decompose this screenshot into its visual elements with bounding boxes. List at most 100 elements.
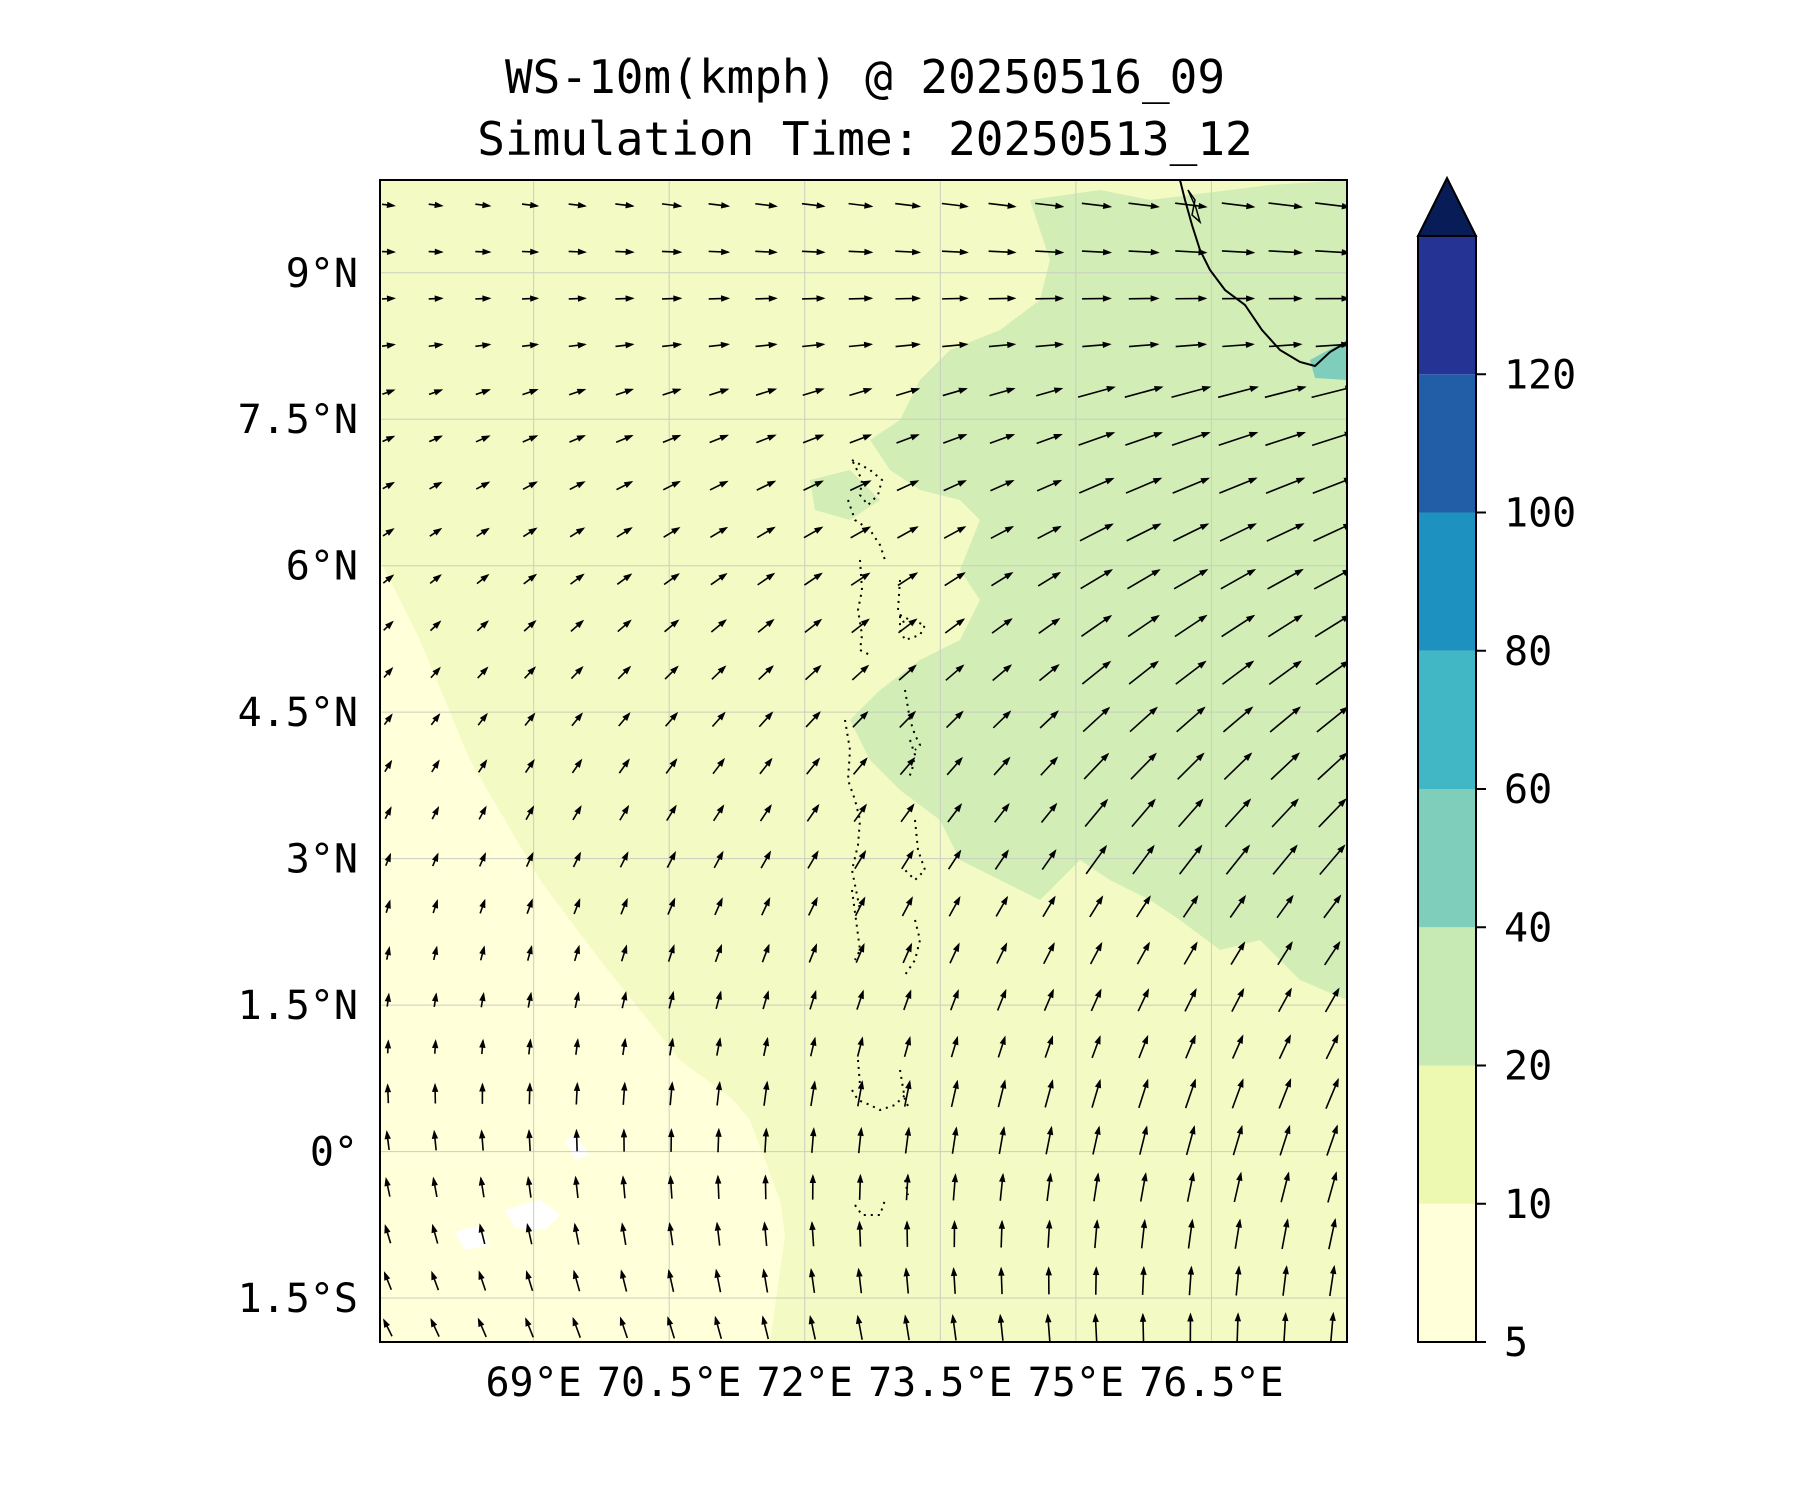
wind-arrow bbox=[994, 849, 1009, 870]
wind-arrow bbox=[621, 991, 628, 1009]
wind-arrow bbox=[573, 898, 581, 915]
wind-arrow bbox=[1231, 1034, 1244, 1059]
wind-arrow bbox=[949, 942, 960, 964]
wind-arrow bbox=[573, 1081, 581, 1105]
wind-arrow bbox=[994, 802, 1010, 823]
wind-arrow bbox=[664, 711, 679, 727]
wind-arrow bbox=[1225, 844, 1251, 875]
wind-arrow bbox=[855, 1314, 863, 1340]
wind-arrow bbox=[526, 991, 533, 1008]
wind-arrow bbox=[573, 991, 581, 1009]
wind-arrow bbox=[618, 712, 631, 727]
wind-arrow bbox=[852, 757, 868, 775]
wind-arrow bbox=[1082, 341, 1112, 349]
wind-arrow bbox=[1187, 1218, 1195, 1249]
wind-arrow bbox=[900, 803, 915, 823]
wind-arrow bbox=[1081, 202, 1113, 210]
wind-arrow bbox=[475, 295, 492, 302]
colorbar-tick-label: 80 bbox=[1504, 629, 1552, 675]
wind-arrow bbox=[988, 341, 1017, 349]
wind-arrow bbox=[479, 992, 486, 1008]
wind-arrow bbox=[857, 1080, 865, 1107]
wind-arrow bbox=[897, 526, 919, 539]
wind-arrow bbox=[809, 1174, 817, 1200]
wind-arrow bbox=[1044, 1035, 1054, 1058]
wind-arrow bbox=[806, 803, 820, 822]
wind-arrow bbox=[1036, 479, 1063, 492]
wind-arrow bbox=[1175, 249, 1208, 256]
wind-arrow bbox=[853, 803, 867, 823]
wind-arrow bbox=[898, 664, 917, 681]
wind-arrow bbox=[990, 479, 1015, 492]
lon-tick-label: 73.5°E bbox=[868, 1360, 1013, 1406]
wind-arrow bbox=[525, 1317, 534, 1338]
wind-arrow bbox=[1171, 385, 1212, 399]
wind-arrow bbox=[1267, 614, 1303, 638]
wind-arrow bbox=[431, 899, 439, 914]
wind-arrow bbox=[1078, 432, 1116, 446]
wind-arrow bbox=[1177, 752, 1205, 780]
wind-arrow bbox=[383, 1271, 393, 1291]
wind-arrow bbox=[667, 1268, 675, 1293]
wind-arrow bbox=[477, 666, 489, 679]
wind-arrow bbox=[988, 248, 1017, 256]
wind-arrow bbox=[479, 1082, 486, 1104]
wind-arrow bbox=[756, 526, 776, 539]
wind-arrow bbox=[384, 852, 392, 867]
wind-arrow bbox=[428, 435, 443, 443]
wind-arrow bbox=[1221, 202, 1256, 210]
wind-arrow bbox=[951, 1220, 958, 1248]
wind-arrow bbox=[381, 295, 396, 302]
wind-arrow bbox=[1223, 752, 1253, 780]
wind-arrow bbox=[1081, 248, 1113, 256]
wind-arrow bbox=[1175, 660, 1207, 685]
wind-arrow bbox=[1093, 1219, 1100, 1249]
wind-arrow bbox=[1140, 1218, 1148, 1249]
wind-arrow bbox=[572, 851, 581, 868]
wind-arrow bbox=[478, 852, 486, 867]
wind-arrow bbox=[1138, 1034, 1149, 1059]
wind-arrow bbox=[522, 389, 539, 396]
wind-arrow bbox=[948, 896, 961, 917]
wind-arrow bbox=[521, 201, 540, 209]
wind-arrow bbox=[525, 805, 535, 821]
wind-arrow bbox=[708, 202, 731, 209]
wind-arrow bbox=[618, 758, 630, 774]
colorbar-segment bbox=[1418, 1065, 1476, 1204]
wind-arrow bbox=[1139, 1172, 1148, 1202]
wind-arrow bbox=[428, 248, 444, 255]
wind-arrow bbox=[429, 481, 443, 490]
wind-arrow bbox=[807, 850, 819, 869]
wind-arrow bbox=[475, 435, 491, 443]
wind-arrow bbox=[1182, 895, 1199, 918]
wind-arrow bbox=[1325, 1077, 1339, 1109]
wind-arrow bbox=[1172, 477, 1210, 494]
wind-arrow bbox=[382, 435, 396, 443]
wind-arrow bbox=[668, 990, 675, 1009]
wind-arrow bbox=[431, 1176, 438, 1198]
wind-arrow bbox=[1268, 249, 1304, 256]
wind-arrow bbox=[1178, 798, 1204, 828]
wind-arrow bbox=[1315, 341, 1347, 348]
wind-arrow bbox=[661, 248, 683, 256]
wind-arrow bbox=[479, 1129, 486, 1151]
wind-arrow bbox=[1136, 941, 1150, 965]
wind-arrow bbox=[1084, 798, 1109, 828]
wind-arrow bbox=[525, 1222, 533, 1245]
wind-arrow bbox=[478, 805, 487, 820]
wind-arrow bbox=[991, 618, 1013, 634]
wind-arrow bbox=[856, 1267, 863, 1294]
chart-subtitle: Simulation Time: 20250513_12 bbox=[477, 112, 1253, 166]
wind-arrow bbox=[1040, 756, 1059, 776]
wind-arrow bbox=[666, 851, 676, 868]
wind-arrow bbox=[568, 388, 587, 396]
wind-arrow bbox=[431, 992, 439, 1008]
wind-field-high-region bbox=[850, 180, 1347, 1000]
wind-arrow bbox=[1222, 341, 1255, 348]
wind-arrow bbox=[620, 1128, 628, 1152]
wind-arrow bbox=[431, 852, 439, 867]
wind-arrow bbox=[428, 201, 444, 209]
wind-arrow bbox=[569, 481, 586, 491]
wind-arrow bbox=[668, 1128, 675, 1152]
lon-tick-label: 76.5°E bbox=[1139, 1360, 1284, 1406]
